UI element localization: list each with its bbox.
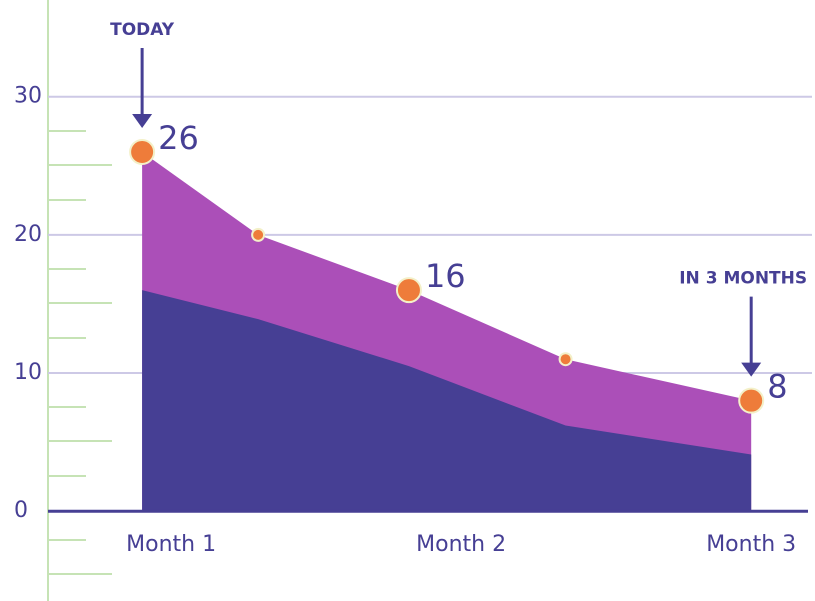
y-tick-label: 0 [14, 498, 28, 523]
y-tick-label: 20 [14, 222, 42, 247]
x-tick-label: Month 3 [706, 532, 796, 557]
annotation-arrowhead [132, 113, 153, 128]
value-label: 26 [158, 119, 199, 157]
value-label: 16 [425, 257, 466, 295]
annotation-arrowhead [741, 362, 762, 377]
area [142, 290, 752, 512]
x-tick-label: Month 2 [416, 532, 506, 557]
x-tick-label: Month 1 [126, 532, 216, 557]
value-label: 8 [767, 368, 787, 406]
point [558, 352, 573, 367]
annotation: IN 3 MONTHS [679, 269, 807, 289]
point [395, 277, 422, 304]
y-tick-label: 30 [14, 84, 42, 109]
annotation: TODAY [110, 20, 175, 40]
point [738, 387, 765, 414]
y-tick-label: 10 [14, 360, 42, 385]
point [129, 138, 156, 165]
point [251, 227, 266, 242]
decor-ticks [48, 130, 112, 575]
